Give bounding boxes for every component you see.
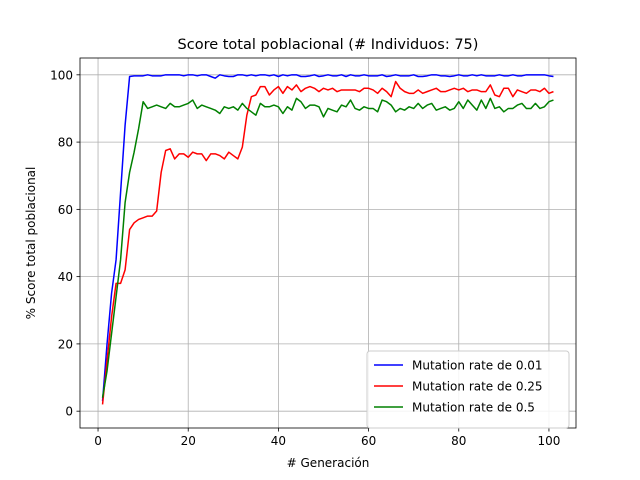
legend: Mutation rate de 0.01 Mutation rate de 0.… [366,350,570,429]
x-tick-label: 20 [181,434,196,448]
y-tick-label: 60 [58,203,73,217]
y-axis-label: % Score total poblacional [24,167,38,320]
x-axis-ticks: 0 20 40 60 80 100 [94,428,560,448]
y-tick-label: 100 [50,68,73,82]
y-tick-label: 40 [58,270,73,284]
series-line-2 [101,80,554,405]
y-axis-ticks: 0 20 40 60 80 100 [50,68,80,419]
x-tick-label: 40 [271,434,286,448]
x-tick-label: 100 [537,434,560,448]
series-line-1 [101,74,554,402]
plot-area-frame [79,57,577,429]
series-lines [101,74,554,405]
legend-label: Mutation rate de 0.01 [412,359,543,373]
y-tick-label: 0 [65,405,73,419]
chart-title: Score total poblacional (# Individuos: 7… [178,37,479,53]
x-tick-label: 80 [451,434,466,448]
x-tick-label: 60 [361,434,376,448]
y-tick-label: 80 [58,136,73,150]
legend-frame [366,350,570,429]
legend-label: Mutation rate de 0.5 [412,401,535,415]
y-tick-label: 20 [58,337,73,351]
legend-label: Mutation rate de 0.25 [412,380,543,394]
x-tick-label: 0 [94,434,102,448]
x-axis-label: # Generación [287,456,370,470]
series-line-3 [101,97,554,398]
